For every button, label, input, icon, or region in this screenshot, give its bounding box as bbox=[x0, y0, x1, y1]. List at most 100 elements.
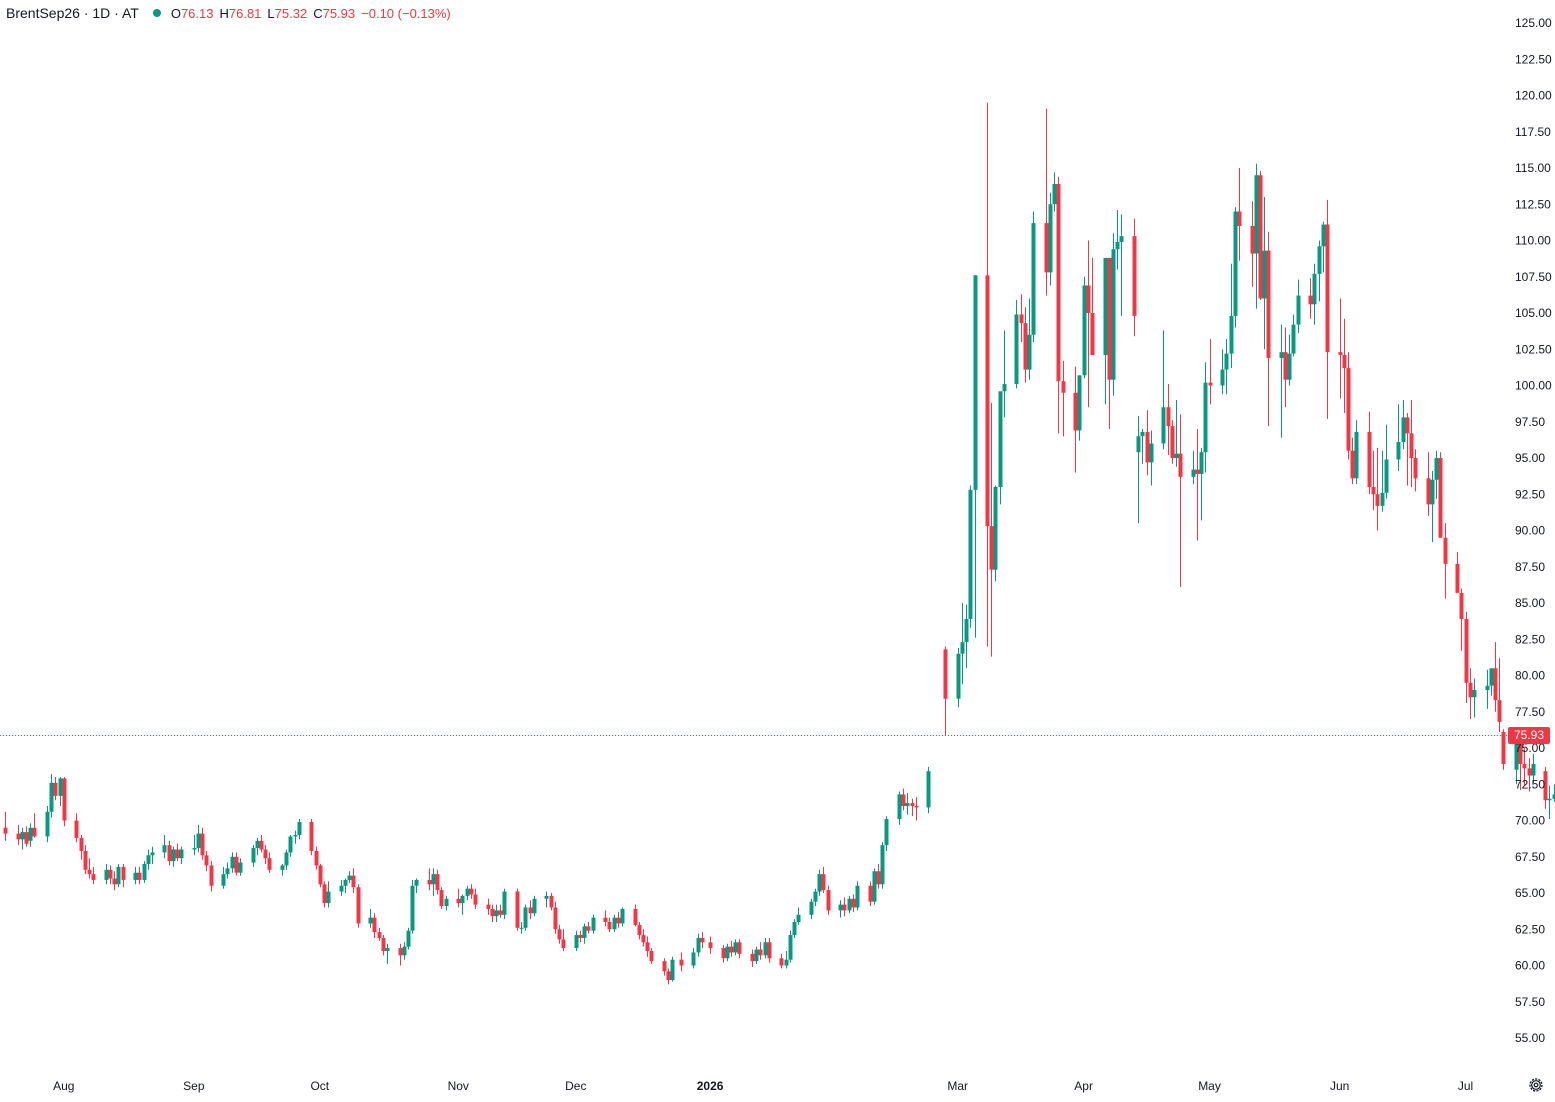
candle[interactable] bbox=[670, 956, 675, 982]
candle[interactable] bbox=[1061, 360, 1066, 437]
candle[interactable] bbox=[1472, 678, 1477, 718]
candle[interactable] bbox=[1308, 278, 1313, 319]
candle[interactable] bbox=[557, 924, 562, 944]
candle[interactable] bbox=[1459, 588, 1464, 651]
candle[interactable] bbox=[998, 391, 1003, 505]
candle[interactable] bbox=[431, 868, 436, 896]
candle[interactable] bbox=[16, 824, 21, 846]
candle[interactable] bbox=[607, 917, 612, 933]
candle[interactable] bbox=[314, 846, 319, 870]
candle[interactable] bbox=[637, 922, 642, 940]
candle[interactable] bbox=[1229, 263, 1234, 369]
time-axis[interactable]: Aug Sep Oct Nov Dec 2026 Mar Apr May Jun Jul bbox=[53, 1079, 1473, 1093]
candle[interactable] bbox=[847, 895, 852, 914]
candle[interactable] bbox=[1170, 420, 1175, 464]
candle[interactable] bbox=[574, 930, 579, 951]
candle[interactable] bbox=[876, 864, 881, 889]
candle[interactable] bbox=[1208, 339, 1213, 405]
candle[interactable] bbox=[1296, 279, 1301, 334]
candle[interactable] bbox=[1413, 449, 1418, 492]
candle[interactable] bbox=[733, 939, 738, 956]
candle[interactable] bbox=[104, 864, 109, 885]
candle[interactable] bbox=[993, 485, 998, 582]
candle[interactable] bbox=[868, 881, 873, 907]
candle[interactable] bbox=[826, 885, 831, 915]
candle[interactable] bbox=[696, 933, 701, 957]
candle[interactable] bbox=[498, 904, 503, 918]
candle[interactable] bbox=[427, 868, 432, 891]
candle[interactable] bbox=[469, 884, 474, 899]
candle[interactable] bbox=[162, 835, 167, 859]
candle[interactable] bbox=[968, 485, 973, 628]
candle[interactable] bbox=[788, 930, 793, 963]
candle[interactable] bbox=[1250, 201, 1255, 287]
candle[interactable] bbox=[1191, 450, 1196, 485]
candle[interactable] bbox=[1014, 299, 1019, 389]
candle[interactable] bbox=[1287, 334, 1292, 386]
price-axis[interactable]: 125.00 122.50 120.00 117.50 115.00 112.50 110.… bbox=[1515, 16, 1552, 1045]
candle[interactable] bbox=[167, 840, 172, 866]
candle[interactable] bbox=[1145, 410, 1150, 476]
candle[interactable] bbox=[175, 843, 180, 862]
candle[interactable] bbox=[1501, 729, 1506, 770]
candle[interactable] bbox=[1371, 450, 1376, 511]
candle[interactable] bbox=[838, 900, 843, 918]
candle[interactable] bbox=[1468, 668, 1473, 719]
candle[interactable] bbox=[288, 835, 293, 857]
candle[interactable] bbox=[251, 845, 256, 867]
candle[interactable] bbox=[112, 871, 117, 891]
candle[interactable] bbox=[1346, 352, 1351, 460]
candle[interactable] bbox=[1443, 523, 1448, 599]
candle[interactable] bbox=[486, 898, 491, 915]
candle[interactable] bbox=[1119, 214, 1124, 316]
candle[interactable] bbox=[62, 777, 67, 827]
candle[interactable] bbox=[343, 878, 348, 894]
candle[interactable] bbox=[377, 927, 382, 941]
candle[interactable] bbox=[3, 811, 8, 841]
candle[interactable] bbox=[1048, 192, 1053, 286]
candle[interactable] bbox=[192, 835, 197, 856]
candle[interactable] bbox=[309, 819, 314, 856]
candle[interactable] bbox=[821, 866, 826, 893]
candle[interactable] bbox=[267, 852, 272, 873]
candle[interactable] bbox=[1149, 430, 1154, 486]
candle[interactable] bbox=[255, 837, 260, 856]
candle[interactable] bbox=[708, 936, 713, 954]
candle[interactable] bbox=[402, 942, 407, 960]
candle[interactable] bbox=[1547, 785, 1552, 820]
candle[interactable] bbox=[910, 798, 915, 817]
candle[interactable] bbox=[456, 888, 461, 908]
candle[interactable] bbox=[1237, 168, 1242, 261]
candle[interactable] bbox=[1531, 753, 1536, 783]
candle[interactable] bbox=[612, 914, 617, 933]
candle[interactable] bbox=[528, 900, 533, 920]
candle[interactable] bbox=[196, 824, 201, 853]
candle[interactable] bbox=[209, 861, 214, 892]
candle[interactable] bbox=[1405, 413, 1410, 486]
candle[interactable] bbox=[851, 894, 856, 912]
candle[interactable] bbox=[1342, 318, 1347, 414]
candle[interactable] bbox=[532, 895, 537, 917]
candle[interactable] bbox=[842, 897, 847, 917]
candle[interactable] bbox=[372, 913, 377, 938]
candle[interactable] bbox=[284, 849, 289, 870]
candle[interactable] bbox=[1111, 233, 1116, 396]
gear-icon[interactable] bbox=[1528, 1077, 1544, 1093]
candle[interactable] bbox=[620, 907, 625, 927]
candle[interactable] bbox=[1090, 257, 1095, 356]
candle[interactable] bbox=[1434, 450, 1439, 499]
candle[interactable] bbox=[1401, 400, 1406, 450]
candle[interactable] bbox=[750, 949, 755, 967]
candle[interactable] bbox=[784, 951, 789, 969]
candle[interactable] bbox=[87, 858, 92, 879]
candle[interactable] bbox=[339, 879, 344, 896]
candle[interactable] bbox=[1312, 263, 1317, 325]
candle[interactable] bbox=[553, 901, 558, 934]
candle[interactable] bbox=[406, 927, 411, 950]
candle[interactable] bbox=[146, 849, 151, 870]
candle[interactable] bbox=[49, 774, 54, 818]
candle[interactable] bbox=[973, 275, 978, 638]
candle[interactable] bbox=[494, 904, 499, 922]
candle[interactable] bbox=[779, 953, 784, 969]
